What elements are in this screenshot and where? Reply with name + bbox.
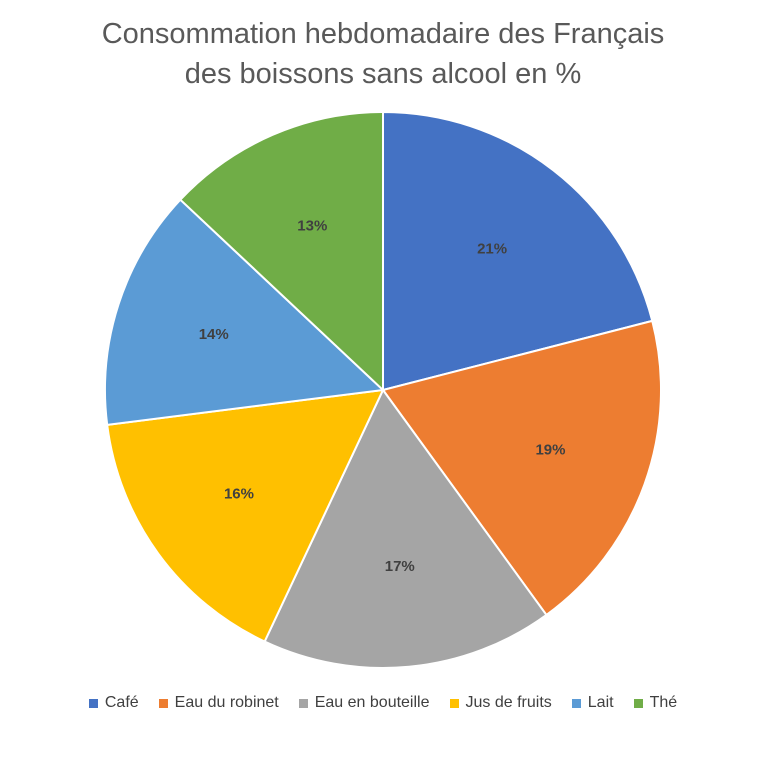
legend-label-jus-de-fruits: Jus de fruits [465, 694, 552, 711]
chart-title-line-1: Consommation hebdomadaire des Français [101, 18, 665, 50]
legend-label-eau-du-robinet: Eau du robinet [174, 694, 279, 711]
legend-item-eau-en-bouteille: Eau en bouteille [298, 694, 430, 712]
legend-swatch-the [633, 698, 643, 708]
pie-slice-jus-de-fruits [106, 388, 385, 643]
legend-label-lait: Lait [587, 694, 614, 711]
data-label-eau-du-robinet: 19% [535, 441, 565, 458]
data-label-lait: 14% [199, 326, 229, 343]
legend-item-the: Thé [633, 694, 678, 712]
legend-item-cafe: Café [88, 694, 139, 712]
pie-slice-eau-du-robinet [381, 319, 662, 617]
legend-swatch-eau-du-robinet [158, 698, 168, 708]
data-label-jus-de-fruits: 16% [224, 486, 254, 503]
legend-label-eau-en-bouteille: Eau en bouteille [314, 694, 430, 711]
legend-item-lait: Lait [571, 694, 614, 712]
legend-swatch-jus-de-fruits [449, 698, 459, 708]
pie-slices [104, 110, 662, 669]
legend-label-the: Thé [649, 694, 678, 711]
data-label-eau-en-bouteille: 17% [385, 558, 415, 575]
chart-legend: Café Eau du robinet Eau en bouteille Jus de… [0, 694, 766, 712]
legend-swatch-lait [571, 698, 581, 708]
pie-chart: 21% 19% 17% 16% 14% 13% [104, 110, 662, 669]
chart-title-line-2: des boissons sans alcool en % [184, 58, 582, 90]
chart-title: Consommation hebdomadaire des Français d… [0, 14, 766, 94]
pie-data-labels: 21% 19% 17% 16% 14% 13% [199, 218, 566, 576]
legend-swatch-eau-en-bouteille [298, 698, 308, 708]
data-label-cafe: 21% [477, 240, 507, 257]
pie-slice-lait [104, 198, 386, 426]
pie-slice-eau-en-bouteille [263, 388, 548, 669]
legend-item-jus-de-fruits: Jus de fruits [449, 694, 552, 712]
pie-slice-the [178, 110, 384, 393]
data-label-the: 13% [297, 218, 327, 235]
pie-slice-cafe [382, 110, 654, 392]
legend-swatch-cafe [88, 698, 98, 708]
legend-item-eau-du-robinet: Eau du robinet [158, 694, 279, 712]
legend-label-cafe: Café [104, 694, 139, 711]
